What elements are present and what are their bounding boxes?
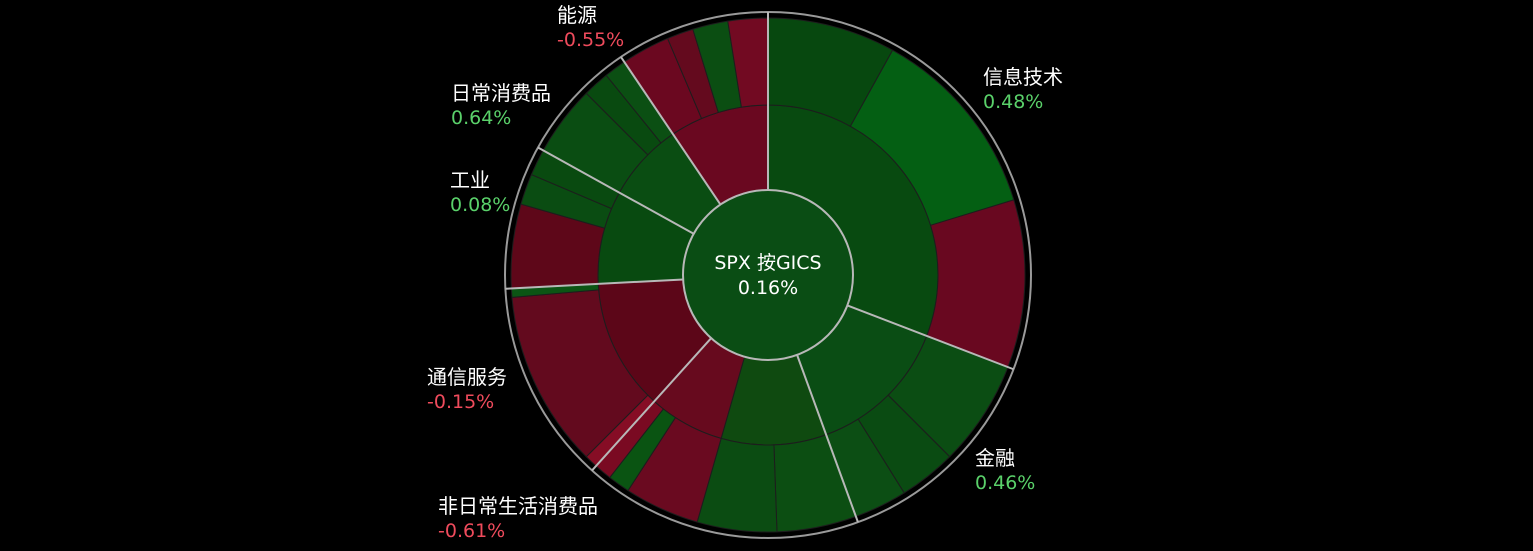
sector-label-change-0: 0.48% [983,91,1043,113]
sector-label-name-5: 日常消费品 [451,81,551,105]
sector-divider-3 [591,337,712,472]
sector-divider-2 [796,354,859,523]
sector-label-name-3: 通信服务 [427,365,507,389]
sunburst-rings [504,11,1032,539]
sector-divider-1 [846,304,1014,371]
sector-label-change-3: -0.15% [427,391,494,413]
sector-label-change-4: 0.08% [450,194,510,216]
sector-label-change-2: -0.61% [438,520,505,542]
sector-label-name-2: 非日常生活消费品 [438,494,598,518]
sector-label-name-6: 能源 [557,3,597,27]
sector-label-change-6: -0.55% [557,29,624,51]
sector-divider-4 [505,278,684,290]
center-change: 0.16% [738,277,798,299]
center-node: SPX 按GICS 0.16% [682,189,854,361]
sector-divider-6 [620,56,722,206]
sector-label-name-0: 信息技术 [983,65,1063,89]
sector-label-name-4: 工业 [450,168,490,192]
sector-label-name-1: 金融 [975,446,1015,470]
sector-divider-5 [537,146,695,235]
sector-label-change-5: 0.64% [451,107,511,129]
center-title: SPX 按GICS [714,252,821,274]
center-circle [682,189,854,361]
sector-label-change-1: 0.46% [975,472,1035,494]
